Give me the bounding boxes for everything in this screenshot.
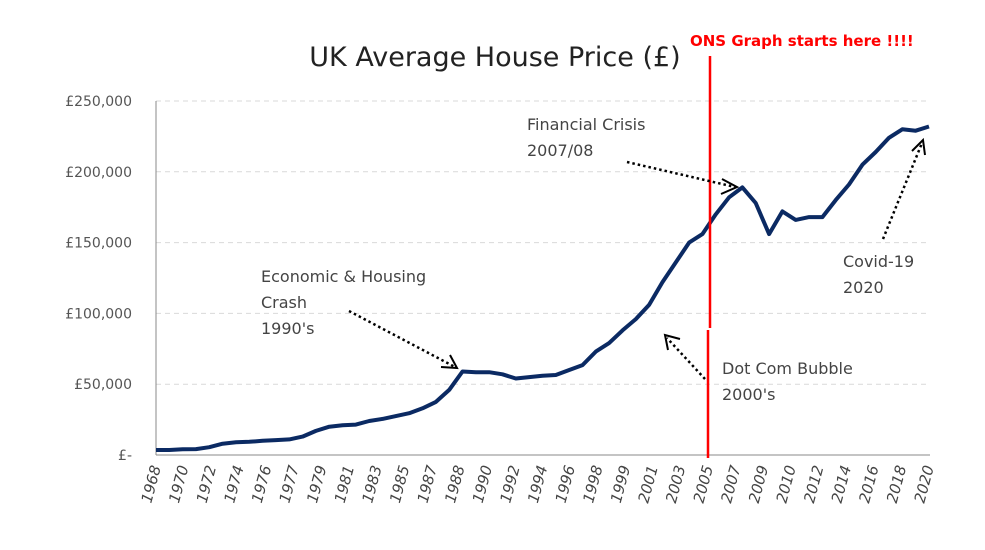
arrow-head-icon — [440, 354, 459, 370]
x-tick-label: 1996 — [552, 463, 579, 505]
x-axis-ticks: 1968 1970 1972 1974 1976 1977 1979 1981 1983 1985… — [138, 463, 938, 505]
svg-text:1990's: 1990's — [261, 319, 314, 338]
svg-text:Dot Com Bubble: Dot Com Bubble — [722, 359, 853, 378]
y-tick-label: £50,000 — [74, 377, 132, 393]
series-line — [156, 124, 930, 452]
svg-text:2020: 2020 — [843, 278, 884, 297]
svg-text:2000's: 2000's — [722, 385, 775, 404]
x-tick-label: 1988 — [441, 463, 468, 505]
x-tick-label: 1968 — [138, 463, 165, 505]
ons-marker-label: ONS Graph starts here !!!! — [690, 32, 914, 50]
annotation-financial-crisis: Financial Crisis 2007/08 — [527, 115, 740, 195]
svg-text:Financial Crisis: Financial Crisis — [527, 115, 645, 134]
x-tick-label: 2003 — [662, 463, 689, 505]
x-tick-label: 1987 — [414, 463, 441, 505]
x-tick-label: 2020 — [911, 463, 938, 505]
x-tick-label: 1983 — [358, 463, 385, 505]
y-tick-label: £- — [118, 448, 132, 464]
y-tick-label: £200,000 — [65, 165, 132, 181]
svg-text:Crash: Crash — [261, 293, 307, 312]
x-tick-label: 1972 — [193, 463, 220, 505]
x-tick-label: 1974 — [220, 463, 247, 505]
x-tick-label: 1990 — [469, 463, 496, 505]
x-tick-label: 1985 — [386, 463, 413, 505]
x-tick-label: 1977 — [276, 463, 303, 505]
x-tick-label: 1979 — [303, 463, 330, 505]
chart-title: UK Average House Price (£) — [309, 42, 680, 73]
annotation-housing-crash: Economic & Housing Crash 1990's — [261, 267, 459, 370]
y-tick-label: £250,000 — [65, 94, 132, 110]
x-tick-label: 2016 — [855, 463, 882, 505]
series-points — [155, 126, 930, 451]
svg-text:Covid-19: Covid-19 — [843, 252, 914, 271]
x-tick-label: 1994 — [524, 463, 551, 505]
x-tick-label: 2014 — [828, 463, 855, 505]
x-tick-label: 2018 — [883, 463, 910, 505]
x-tick-label: 2012 — [800, 463, 827, 505]
y-tick-label: £100,000 — [65, 306, 132, 322]
x-tick-label: 1976 — [248, 463, 275, 505]
x-tick-label: 1970 — [165, 463, 192, 505]
annotation-covid: Covid-19 2020 — [843, 137, 926, 297]
gridlines — [156, 100, 930, 385]
y-tick-label: £150,000 — [65, 236, 132, 252]
x-tick-label: 1981 — [331, 463, 358, 505]
x-tick-label: 1998 — [579, 463, 606, 505]
x-tick-label: 2007 — [717, 463, 744, 505]
arrow-head-icon — [663, 333, 681, 351]
annotation-dot-com-bubble: Dot Com Bubble 2000's — [663, 333, 853, 404]
arrow-head-icon — [911, 137, 926, 156]
x-tick-label: 1999 — [607, 463, 634, 505]
x-tick-label: 2010 — [773, 463, 800, 505]
arrow-head-icon — [720, 178, 740, 195]
x-tick-label: 2001 — [635, 463, 662, 505]
x-tick-label: 1992 — [496, 463, 523, 505]
x-tick-label: 2005 — [690, 463, 717, 505]
svg-text:2007/08: 2007/08 — [527, 141, 593, 160]
svg-text:Economic & Housing: Economic & Housing — [261, 267, 426, 286]
x-tick-label: 2009 — [745, 463, 772, 505]
y-axis-ticks: £- £50,000 £100,000 £150,000 £200,000 £250,00… — [65, 94, 132, 464]
